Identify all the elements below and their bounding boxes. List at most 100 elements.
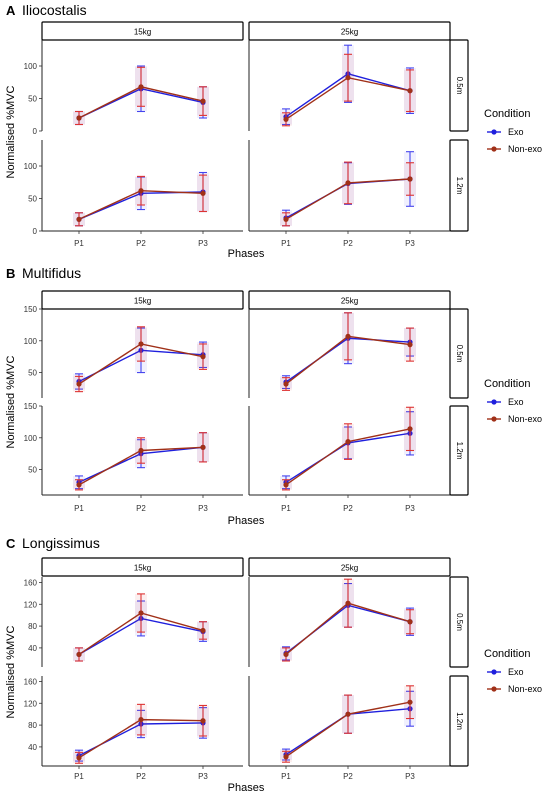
y-tick-label: 50 (28, 369, 37, 378)
panel-title: Multifidus (22, 265, 81, 281)
panel-a: A Iliocostalis 15kg 25kg 0.5m 0 50 100 1.2m 0 50 10… (5, 2, 542, 260)
data-point-non-exo (283, 482, 289, 488)
x-tick-label: P1 (281, 504, 291, 513)
panel-label: B (6, 266, 15, 281)
panel-c: C Longissimus 15kg 25kg 0.5m 40 80 120 160 1.2m 40… (5, 535, 542, 794)
y-tick-label: 40 (28, 644, 37, 653)
legend-key-point (491, 669, 497, 675)
x-axis-title: Phases (228, 782, 265, 794)
facet-strip-label: 1.2m (455, 442, 464, 460)
x-tick-label: P2 (136, 239, 146, 248)
data-point-non-exo (138, 188, 144, 194)
data-point-non-exo (345, 75, 351, 81)
x-axis-title: Phases (228, 515, 265, 527)
facet-strip (449, 576, 469, 668)
data-point-non-exo (283, 116, 289, 122)
data-point-non-exo (76, 651, 82, 658)
facet-strip (248, 21, 451, 41)
data-point-non-exo (407, 342, 413, 348)
y-tick-label: 160 (24, 578, 38, 587)
facet-strip (449, 308, 469, 399)
x-tick-label: P3 (198, 504, 208, 513)
data-point-non-exo (407, 619, 413, 625)
data-point-non-exo (76, 755, 82, 761)
legend-label: Non-exo (508, 684, 542, 694)
data-point-non-exo (407, 88, 413, 94)
data-point-non-exo (138, 341, 144, 347)
x-tick-label: P3 (405, 239, 415, 248)
data-point-non-exo (345, 711, 351, 717)
y-tick-label: 120 (24, 600, 38, 609)
facet-strip-label: 1.2m (455, 177, 464, 195)
x-tick-label: P1 (74, 239, 84, 248)
legend-key-point (491, 146, 497, 152)
y-tick-label: 40 (28, 743, 37, 752)
legend-key-point (491, 129, 497, 135)
legend-label: Non-exo (508, 144, 542, 154)
x-tick-label: P3 (405, 772, 415, 781)
x-tick-label: P1 (74, 772, 84, 781)
facet-strip (449, 405, 469, 496)
facet-strip-label: 15kg (134, 564, 151, 573)
x-tick-label: P3 (405, 504, 415, 513)
x-tick-label: P1 (281, 239, 291, 248)
y-tick-label: 80 (28, 622, 37, 631)
panel-label: A (6, 3, 16, 18)
legend-title: Condition (484, 108, 530, 120)
panel-b: B Multifidus 15kg 25kg 0.5m 50 100 150 1.2m 50 100… (5, 265, 542, 527)
x-axis-title: Phases (228, 248, 265, 260)
facet-strip (41, 21, 244, 41)
data-point-non-exo (283, 216, 289, 222)
data-point-non-exo (200, 718, 206, 724)
data-point-non-exo (76, 216, 82, 222)
y-tick-label: 80 (28, 721, 37, 730)
data-point-non-exo (345, 439, 351, 445)
panel-title: Longissimus (22, 535, 100, 551)
data-point-non-exo (345, 600, 351, 606)
y-tick-label: 100 (24, 62, 38, 71)
facet-strip-label: 25kg (341, 297, 358, 306)
y-tick-label: 100 (24, 337, 38, 346)
y-tick-label: 50 (28, 195, 37, 204)
legend-label: Exo (508, 667, 524, 677)
legend-label: Non-exo (508, 414, 542, 424)
data-point-non-exo (345, 180, 351, 186)
y-tick-label: 160 (24, 677, 38, 686)
data-point-non-exo (200, 354, 206, 360)
facet-strip (449, 675, 469, 767)
x-tick-label: P1 (74, 504, 84, 513)
facet-strip (41, 290, 244, 310)
data-point-non-exo (407, 699, 413, 705)
data-point-non-exo (76, 381, 82, 387)
x-tick-label: P3 (198, 772, 208, 781)
data-point-non-exo (200, 98, 206, 104)
y-axis-title: Normalised %MVC (5, 625, 17, 718)
panel-title: Iliocostalis (22, 2, 87, 18)
data-point-non-exo (345, 333, 351, 339)
x-tick-label: P2 (343, 772, 353, 781)
y-axis-title: Normalised %MVC (5, 85, 17, 178)
y-tick-label: 100 (24, 434, 38, 443)
x-tick-label: P2 (343, 504, 353, 513)
facet-strip-label: 15kg (134, 28, 151, 37)
x-tick-label: P2 (343, 239, 353, 248)
facet-strip (248, 557, 451, 577)
facet-strip (248, 290, 451, 310)
y-tick-label: 50 (28, 95, 37, 104)
data-point-non-exo (138, 84, 144, 90)
x-tick-label: P2 (136, 504, 146, 513)
data-point-non-exo (283, 651, 289, 658)
legend-title: Condition (484, 378, 530, 390)
legend: Condition Exo Non-exo (484, 108, 542, 154)
y-axis-title: Normalised %MVC (5, 355, 17, 448)
facet-strip-label: 25kg (341, 28, 358, 37)
data-point-non-exo (200, 627, 206, 634)
legend-key-point (491, 399, 497, 405)
data-point-non-exo (200, 444, 206, 450)
data-point-non-exo (138, 610, 144, 616)
data-point-non-exo (76, 482, 82, 488)
legend: Condition Exo Non-exo (484, 648, 542, 694)
y-tick-label: 0 (33, 227, 38, 236)
facet-strip-label: 15kg (134, 297, 151, 306)
facet-strip-label: 0.5m (455, 345, 464, 363)
